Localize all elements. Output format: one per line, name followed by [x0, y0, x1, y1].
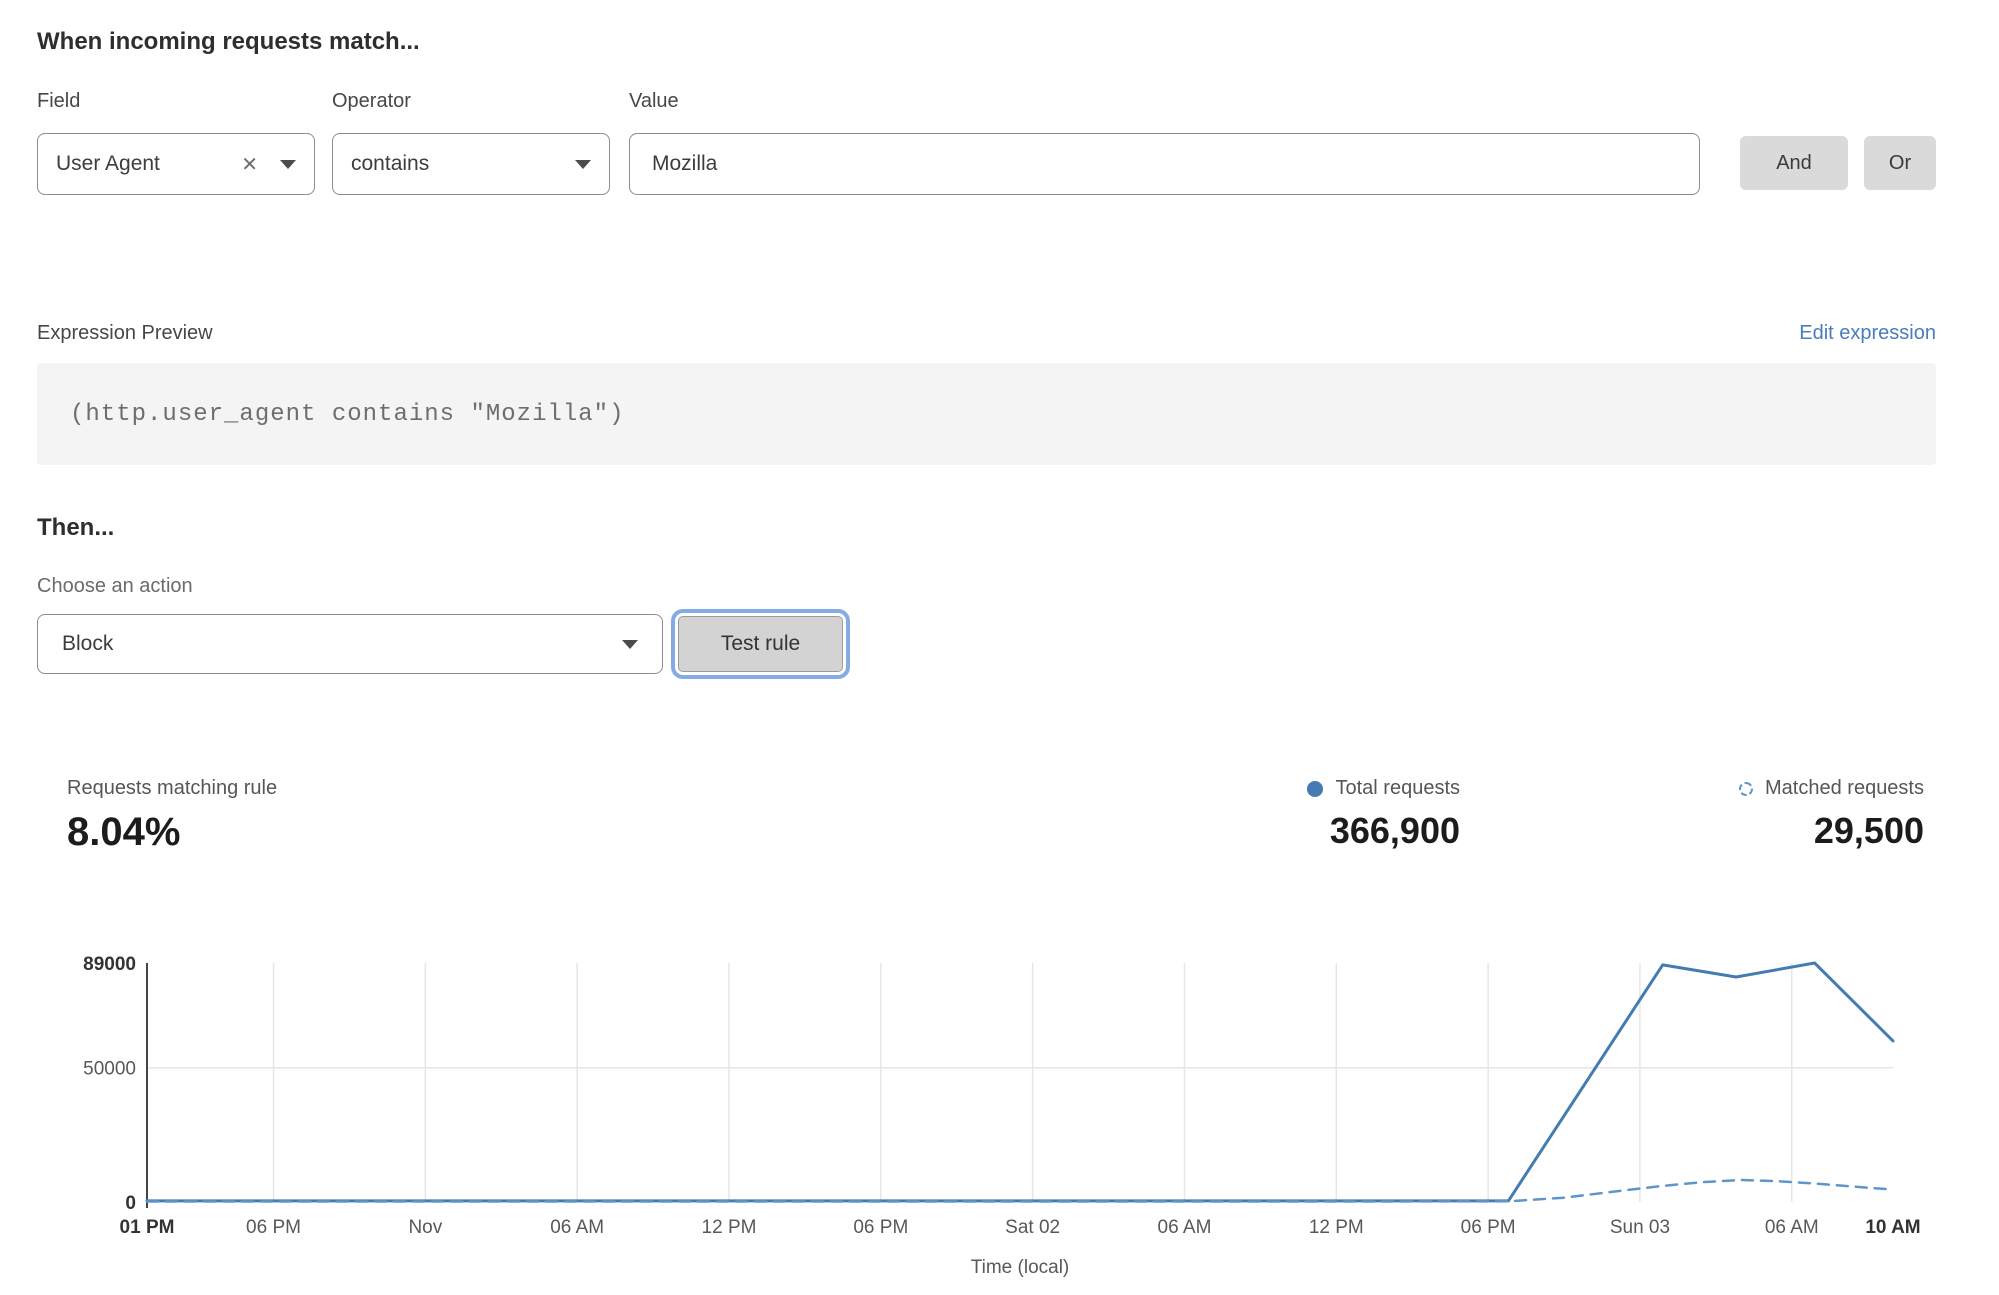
field-select-value: User Agent: [56, 152, 160, 175]
y-tick-label: 50000: [83, 1059, 136, 1080]
matched-requests-label: Matched requests: [1765, 777, 1924, 799]
action-select[interactable]: Block: [37, 614, 663, 674]
x-tick-label: Nov: [408, 1217, 442, 1238]
expression-code-block: (http.user_agent contains "Mozilla"): [37, 363, 1936, 465]
then-heading: Then...: [37, 514, 115, 541]
series-dashed-line: [145, 1178, 1895, 1203]
total-requests-stat: Total requests 366,900: [1307, 777, 1460, 852]
x-tick-label: Sat 02: [1005, 1217, 1060, 1238]
and-button[interactable]: And: [1740, 136, 1848, 190]
expression-preview-label: Expression Preview: [37, 322, 213, 344]
requests-matching-stat: Requests matching rule 8.04%: [67, 777, 277, 855]
match-heading: When incoming requests match...: [37, 28, 420, 55]
requests-matching-value: 8.04%: [67, 810, 181, 854]
total-requests-dot-icon: [1307, 780, 1324, 797]
series-solid-line: [145, 961, 1895, 1203]
action-select-value: Block: [62, 632, 114, 655]
operator-label: Operator: [332, 90, 411, 112]
x-tick-label: 06 PM: [1461, 1217, 1516, 1238]
y-tick-label: 89000: [83, 954, 136, 975]
operator-select[interactable]: contains: [332, 133, 610, 195]
value-input[interactable]: [629, 133, 1700, 195]
or-button[interactable]: Or: [1864, 136, 1936, 190]
x-tick-label: 06 AM: [550, 1217, 604, 1238]
expression-code: (http.user_agent contains "Mozilla"): [70, 400, 625, 428]
matched-requests-value: 29,500: [1813, 810, 1924, 851]
matched-requests-stat: Matched requests 29,500: [1739, 777, 1924, 852]
clear-field-icon[interactable]: ✕: [241, 153, 258, 176]
value-label: Value: [629, 90, 679, 112]
x-tick-label: 12 PM: [702, 1217, 757, 1238]
x-tick-label: 10 AM: [1865, 1217, 1920, 1238]
total-requests-label: Total requests: [1335, 777, 1460, 799]
x-tick-label: 06 AM: [1158, 1217, 1212, 1238]
requests-matching-label: Requests matching rule: [67, 777, 278, 799]
x-tick-label: Sun 03: [1610, 1217, 1670, 1238]
y-tick-label: 0: [125, 1193, 136, 1214]
test-rule-button[interactable]: Test rule: [678, 616, 843, 672]
operator-select-value: contains: [351, 152, 430, 175]
matched-requests-dashed-circle-icon: [1739, 781, 1754, 796]
field-select[interactable]: User Agent ✕: [37, 133, 315, 195]
chevron-down-icon: [622, 639, 638, 649]
x-tick-label: 06 PM: [246, 1217, 301, 1238]
choose-action-label: Choose an action: [37, 575, 193, 597]
x-tick-label: 01 PM: [120, 1217, 175, 1238]
total-requests-value: 366,900: [1329, 810, 1460, 851]
x-tick-label: 06 PM: [853, 1217, 908, 1238]
x-axis-title: Time (local): [971, 1257, 1070, 1278]
chevron-down-icon: [280, 159, 296, 169]
x-tick-label: 12 PM: [1309, 1217, 1364, 1238]
x-tick-label: 06 AM: [1765, 1217, 1819, 1238]
requests-line-chart: 01 PM 06 PM Nov 06 AM 12 PM 06 PM Sat 02 06 AM 1…: [83, 954, 1920, 1278]
edit-expression-link[interactable]: Edit expression: [1799, 322, 1936, 344]
field-label: Field: [37, 90, 81, 112]
chevron-down-icon: [575, 159, 591, 169]
